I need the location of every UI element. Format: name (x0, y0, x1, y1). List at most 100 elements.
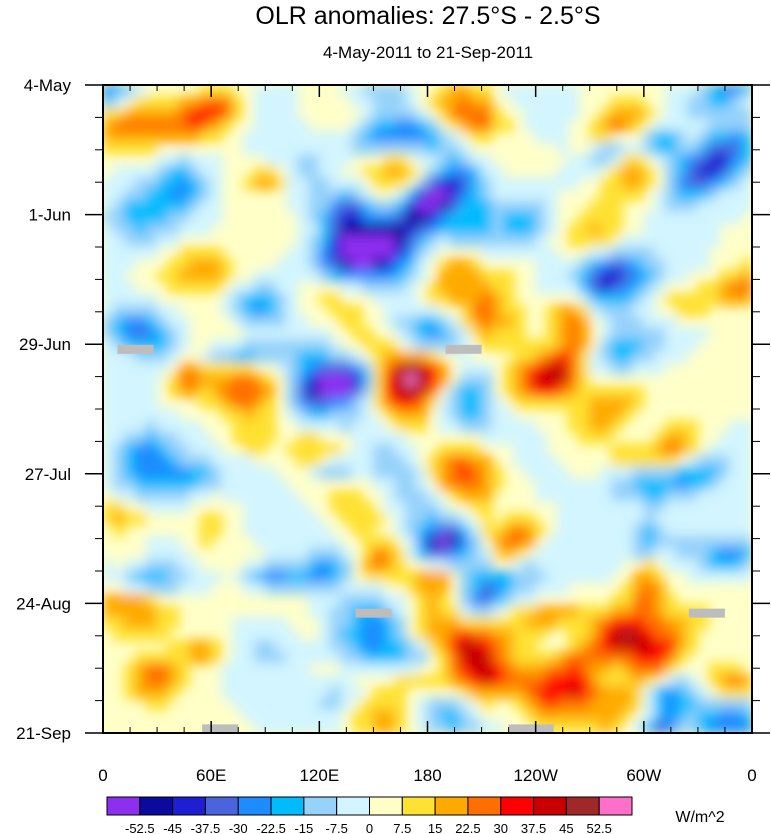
field-cell (610, 593, 623, 607)
field-cell (513, 350, 526, 364)
field-cell (351, 269, 364, 283)
field-cell (124, 373, 136, 387)
field-cell (383, 304, 396, 317)
field-cell (567, 223, 580, 236)
field-cell (286, 373, 299, 387)
field-cell (329, 628, 342, 641)
field-cell (491, 246, 504, 260)
field-cell (654, 269, 666, 283)
field-cell (199, 431, 212, 445)
field-cell (405, 408, 418, 422)
field-cell (675, 258, 688, 271)
field-cell (664, 96, 677, 109)
field-cell (600, 420, 612, 433)
field-cell (427, 535, 439, 549)
field-cell (318, 350, 331, 364)
field-cell (340, 582, 353, 595)
field-cell (556, 177, 569, 190)
field-cell (156, 177, 169, 190)
colorbar-label: 15 (428, 821, 442, 834)
field-cell (729, 558, 742, 572)
field-cell (459, 663, 472, 676)
field-cell (719, 720, 731, 733)
x-tick-label: 180 (413, 766, 441, 785)
field-cell (145, 558, 158, 572)
field-cell (134, 188, 147, 202)
field-cell (318, 130, 331, 144)
field-cell (405, 466, 418, 479)
field-cell (199, 454, 212, 468)
field-cell (113, 385, 126, 398)
field-cell (145, 362, 158, 375)
field-cell (459, 582, 472, 595)
field-cell (535, 454, 547, 468)
field-cell (697, 327, 710, 341)
field-cell (600, 709, 612, 722)
field-cell (740, 720, 752, 733)
field-cell (297, 720, 310, 733)
field-cell (416, 593, 428, 607)
field-cell (275, 639, 288, 653)
field-cell (178, 165, 191, 179)
field-cell (697, 501, 710, 514)
field-cell (567, 315, 580, 329)
field-cell (491, 315, 504, 329)
field-cell (264, 547, 277, 560)
field-cell (124, 200, 136, 213)
field-cell (708, 177, 721, 190)
field-cell (535, 674, 547, 688)
field-cell (351, 362, 364, 375)
field-cell (567, 605, 580, 618)
field-cell (589, 281, 602, 294)
field-cell (556, 524, 569, 537)
field-cell (567, 697, 580, 711)
field-cell (491, 211, 504, 225)
field-cell (459, 153, 472, 167)
field-cell (470, 153, 483, 167)
field-cell (362, 663, 374, 676)
field-cell (286, 96, 299, 109)
field-cell (297, 269, 310, 283)
field-cell (275, 339, 288, 352)
field-cell (372, 385, 385, 398)
field-cell (340, 362, 353, 375)
field-cell (697, 234, 710, 248)
field-cell (264, 535, 277, 549)
field-cell (578, 153, 591, 167)
field-cell (556, 107, 569, 121)
field-cell (253, 130, 266, 144)
field-cell (145, 119, 158, 132)
field-cell (145, 408, 158, 422)
field-cell (243, 570, 255, 584)
field-cell (362, 720, 374, 733)
field-cell (535, 258, 547, 271)
field-cell (567, 720, 580, 733)
field-cell (318, 420, 331, 433)
field-cell (556, 339, 569, 352)
field-cell (286, 651, 299, 665)
field-cell (264, 269, 277, 283)
field-cell (697, 524, 710, 537)
field-cell (621, 408, 634, 422)
field-cell (632, 246, 645, 260)
field-cell (427, 234, 439, 248)
field-cell (232, 315, 245, 329)
field-cell (481, 489, 493, 503)
field-cell (632, 663, 645, 676)
field-cell (103, 211, 115, 225)
field-cell (405, 524, 418, 537)
field-cell (729, 96, 742, 109)
field-cell (113, 420, 126, 433)
field-cell (145, 686, 158, 699)
field-cell (178, 477, 191, 491)
field-cell (729, 524, 742, 537)
field-cell (708, 489, 721, 503)
field-cell (243, 396, 255, 410)
field-cell (134, 327, 147, 341)
field-cell (145, 582, 158, 595)
field-cell (610, 350, 623, 364)
field-cell (470, 686, 483, 699)
field-cell (210, 454, 223, 468)
field-cell (502, 628, 515, 641)
field-cell (556, 477, 569, 491)
